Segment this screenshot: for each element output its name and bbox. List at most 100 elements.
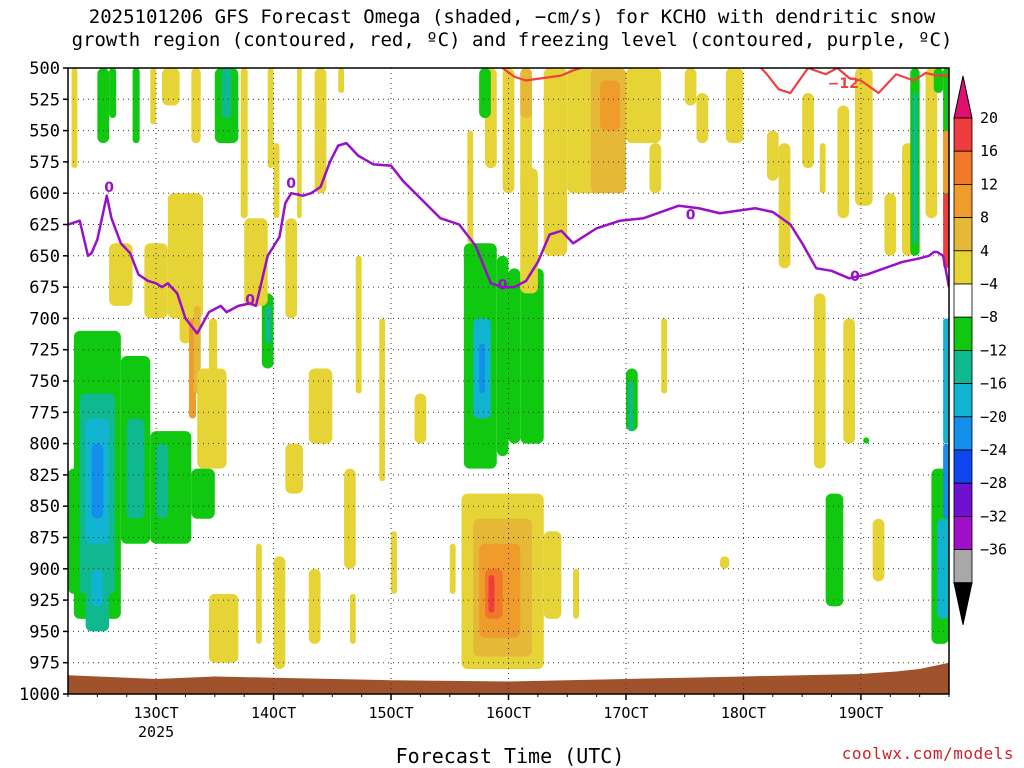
omega-shade-cell — [825, 493, 844, 607]
omega-shade-cell — [273, 556, 286, 669]
omega-shade-cell — [649, 143, 662, 194]
omega-shade-cell — [91, 568, 104, 607]
colorbar-swatch — [953, 549, 973, 584]
omega-shade-cell — [520, 68, 532, 119]
y-tick-label: 900 — [29, 560, 60, 580]
colorbar-label: −36 — [980, 541, 1007, 559]
omega-shade-cell — [338, 68, 345, 94]
omega-shade-cell — [344, 468, 356, 569]
omega-shade-cell — [520, 168, 538, 294]
omega-shade-cell — [661, 318, 668, 394]
chart-title-line-1: 2025101206 GFS Forecast Omega (shaded, −… — [88, 6, 936, 28]
omega-shade-cell — [71, 68, 78, 169]
omega-shade-cell — [308, 568, 321, 644]
omega-shade-cell — [240, 68, 248, 219]
omega-shade-cell — [819, 143, 826, 194]
omega-shade-cell — [197, 368, 227, 469]
colorbar-label: 12 — [980, 175, 998, 193]
omega-shade-cell — [414, 393, 427, 444]
colorbar-swatch — [953, 349, 973, 384]
y-tick-label: 875 — [29, 529, 60, 549]
y-tick-label: 550 — [29, 122, 60, 142]
omega-shade-cell — [573, 568, 579, 619]
omega-shade-cell — [109, 68, 117, 119]
ground-layer — [68, 662, 949, 694]
colorbar-label: 16 — [980, 142, 998, 160]
x-tick-label: 15OCT — [368, 704, 413, 722]
y-axis: 500 525 550 575 600 625 650 675 700 725 750 775 800 8… — [19, 59, 68, 705]
omega-shade-cell — [925, 68, 938, 219]
omega-shade-cell — [684, 68, 697, 106]
colorbar-swatch — [953, 516, 973, 551]
omega-shade-cell — [943, 130, 949, 194]
y-tick-label: 625 — [29, 216, 60, 236]
omega-shade-cell — [109, 243, 133, 306]
colorbar-swatch — [953, 250, 973, 285]
omega-shade-cell — [943, 318, 949, 444]
colorbar-swatch — [953, 217, 973, 252]
omega-shade-cell — [161, 68, 180, 106]
omega-shade-cell — [625, 68, 662, 144]
omega-shade-cell — [214, 618, 233, 651]
omega-shade-cell — [285, 218, 298, 319]
omega-shade-cell — [285, 443, 303, 494]
y-tick-label: 950 — [29, 622, 60, 642]
omega-shade-cell — [884, 193, 897, 256]
omega-shade-cell — [379, 318, 386, 482]
omega-shade-cell — [628, 381, 634, 432]
colorbar-label: 20 — [980, 109, 998, 127]
omega-shade-cell — [912, 93, 918, 244]
x-tick-label: 13OCT — [134, 704, 179, 722]
y-tick-label: 500 — [29, 59, 60, 79]
omega-shade-cell — [255, 543, 262, 644]
freezing-level-label: 0 — [686, 207, 696, 223]
x-tick-sublabel: 2025 — [138, 723, 174, 741]
omega-shade-cell — [68, 468, 80, 594]
freezing-level-label: 0 — [850, 269, 860, 285]
omega-shade-cell — [543, 531, 562, 619]
omega-shade-cell — [144, 243, 168, 319]
omega-shade-cell — [543, 68, 568, 256]
omega-shade-cell — [97, 68, 110, 144]
y-tick-label: 575 — [29, 153, 60, 173]
y-tick-label: 600 — [29, 184, 60, 204]
omega-shade-cell — [943, 193, 949, 269]
y-tick-label: 800 — [29, 435, 60, 455]
colorbar-label: −12 — [980, 341, 1007, 359]
omega-shade-cell — [766, 130, 779, 181]
colorbar-label: −32 — [980, 507, 1007, 525]
contour-layer: 0 0 0 0 0 0 −12 — [68, 68, 949, 335]
colorbar-label: −24 — [980, 441, 1007, 459]
colorbar-label: −16 — [980, 375, 1007, 393]
omega-shade-cell — [488, 575, 495, 613]
y-tick-label: 775 — [29, 403, 60, 423]
omega-shade-cell — [479, 343, 486, 394]
colorbar-label: −8 — [980, 308, 998, 326]
x-tick-label: 18OCT — [721, 704, 766, 722]
omega-shade-cell — [496, 255, 509, 457]
colorbar-label: −4 — [980, 275, 998, 293]
y-tick-label: 925 — [29, 591, 60, 611]
y-tick-label: 825 — [29, 466, 60, 486]
omega-shade-cell — [156, 443, 168, 519]
colorbar-swatch — [953, 183, 973, 218]
omega-shade-cell — [520, 268, 544, 444]
x-tick-label: 14OCT — [251, 704, 296, 722]
omega-shade-cell — [855, 68, 873, 206]
omega-shade-cell — [719, 556, 730, 569]
omega-shade-cell — [843, 318, 856, 444]
colorbar-swatch — [953, 316, 973, 351]
colorbar-label: −20 — [980, 408, 1007, 426]
chart-title-line-2: growth region (contoured, red, ºC) and f… — [71, 29, 953, 51]
omega-shade-cell — [167, 193, 204, 319]
x-tick-label: 17OCT — [603, 704, 648, 722]
freezing-level-label: 0 — [286, 176, 296, 192]
omega-shade-cell — [355, 255, 362, 394]
colorbar-swatch — [953, 150, 973, 185]
freezing-level-contour — [68, 141, 949, 335]
y-tick-label: 675 — [29, 278, 60, 298]
freezing-level-label: 0 — [104, 180, 114, 196]
colorbar-swatch — [953, 117, 973, 152]
colorbar: 20 16 12 8 4 −4 −8 −12 −16 −20 −24 −28 −32 −36 — [953, 75, 1007, 625]
